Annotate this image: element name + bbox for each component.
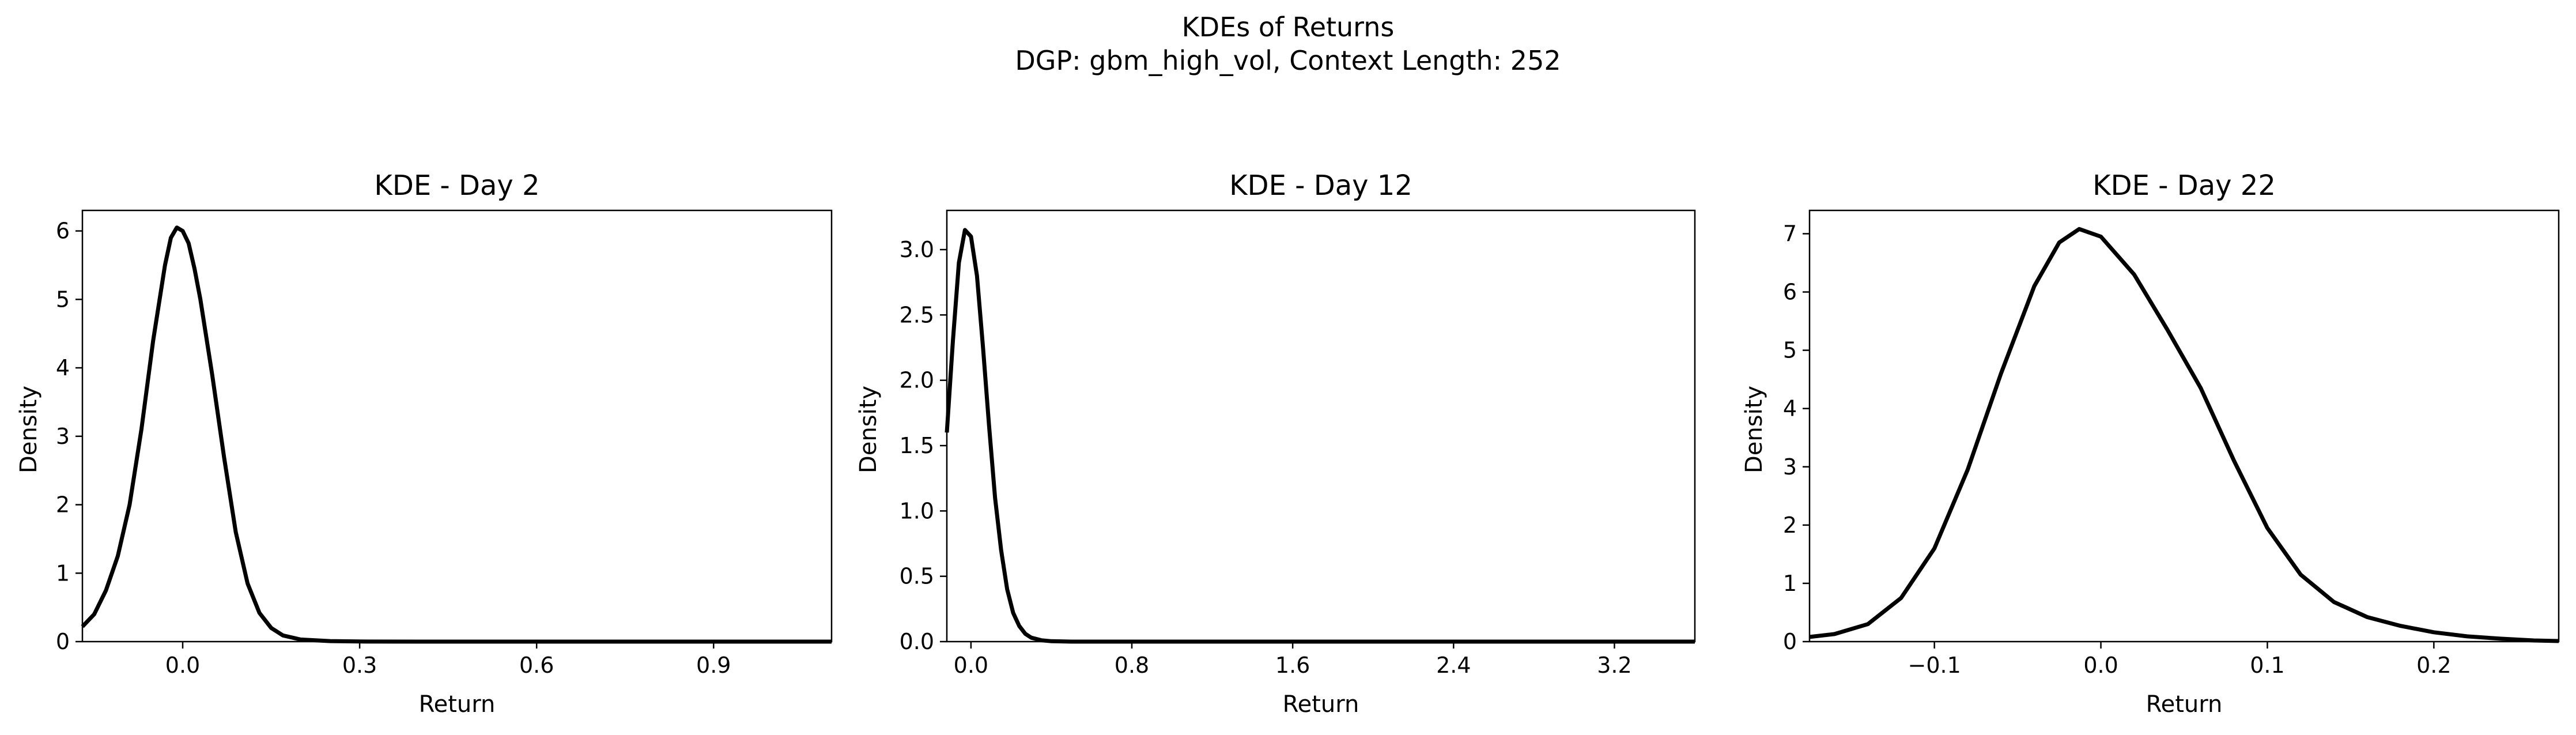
x-tick-label: 0.0	[954, 653, 988, 678]
kde-curve	[81, 225, 832, 644]
figure-suptitle-line-2: DGP: gbm_high_vol, Context Length: 252	[1015, 45, 1561, 76]
panel-title: KDE - Day 12	[1229, 169, 1412, 202]
panel-day-12: KDE - Day 12 0.0 0.8 1.6 2.4 3.2 0.0 0.5 1.0 1.5…	[855, 169, 1696, 718]
x-tick-label: 0.8	[1115, 653, 1149, 678]
y-tick-label: 0	[1783, 629, 1797, 654]
y-tick-label: 1.5	[900, 433, 934, 458]
y-tick-label: 2	[56, 492, 70, 518]
y-tick-label: 4	[56, 355, 70, 380]
y-tick-label: 5	[56, 287, 70, 312]
panel-day-22: KDE - Day 22 −0.1 0.0 0.1 0.2 0 1 2 3 4 5 6 7 Retur…	[1741, 169, 2560, 718]
x-tick-label: 1.6	[1275, 653, 1310, 678]
y-axis-label: Density	[855, 386, 882, 473]
x-tick-label: 2.4	[1436, 653, 1471, 678]
y-tick-label: 5	[1783, 338, 1797, 363]
plot-area: 0.0 0.8 1.6 2.4 3.2 0.0 0.5 1.0 1.5 2.0 2.5 3.0	[900, 209, 1696, 678]
x-tick-label: 0.2	[2416, 653, 2451, 678]
y-axis-label: Density	[1741, 386, 1767, 473]
x-tick-label: 0.0	[165, 653, 200, 678]
figure-suptitle-line-1: KDEs of Returns	[1182, 12, 1395, 43]
x-tick-label: 0.3	[342, 653, 377, 678]
y-tick-label: 0.5	[900, 564, 934, 589]
x-tick-label: 0.6	[519, 653, 554, 678]
y-tick-label: 1.0	[900, 498, 934, 523]
y-tick-label: 0.0	[900, 629, 934, 654]
y-tick-label: 3.0	[900, 237, 934, 262]
y-tick-label: 0	[56, 629, 70, 654]
y-tick-label: 3	[1783, 454, 1797, 480]
x-axis-label: Return	[2146, 691, 2223, 718]
kde-curve	[1809, 227, 2559, 643]
plot-frame	[1808, 209, 2560, 643]
kde-curve	[945, 228, 1695, 644]
y-tick-label: 6	[56, 218, 70, 244]
x-tick-label: 0.1	[2250, 653, 2284, 678]
plot-area: 0.0 0.3 0.6 0.9 0 1 2 3 4 5 6	[56, 209, 833, 678]
y-axis-label: Density	[16, 386, 42, 473]
y-tick-label: 3	[56, 424, 70, 449]
y-tick-label: 1	[56, 560, 70, 586]
x-tick-label: 0.0	[2083, 653, 2118, 678]
x-axis-label: Return	[419, 691, 496, 718]
y-tick-label: 2.5	[900, 302, 934, 327]
y-tick-label: 2	[1783, 512, 1797, 538]
panel-day-2: KDE - Day 2 0.0 0.3 0.6 0.9 0 1 2 3 4 5 6 Return D…	[16, 169, 833, 718]
x-axis-label: Return	[1283, 691, 1359, 718]
plot-frame	[946, 209, 1696, 643]
y-tick-label: 1	[1783, 571, 1797, 596]
plot-frame	[81, 209, 833, 643]
y-tick-label: 2.0	[900, 368, 934, 393]
x-tick-label: 0.9	[696, 653, 731, 678]
x-tick-label: 3.2	[1597, 653, 1631, 678]
plot-area: −0.1 0.0 0.1 0.2 0 1 2 3 4 5 6 7	[1783, 209, 2560, 678]
y-tick-label: 7	[1783, 221, 1797, 246]
y-tick-label: 4	[1783, 396, 1797, 421]
panel-title: KDE - Day 2	[374, 169, 539, 202]
panel-title: KDE - Day 22	[2092, 169, 2276, 202]
x-tick-label: −0.1	[1908, 653, 1961, 678]
y-tick-label: 6	[1783, 280, 1797, 305]
